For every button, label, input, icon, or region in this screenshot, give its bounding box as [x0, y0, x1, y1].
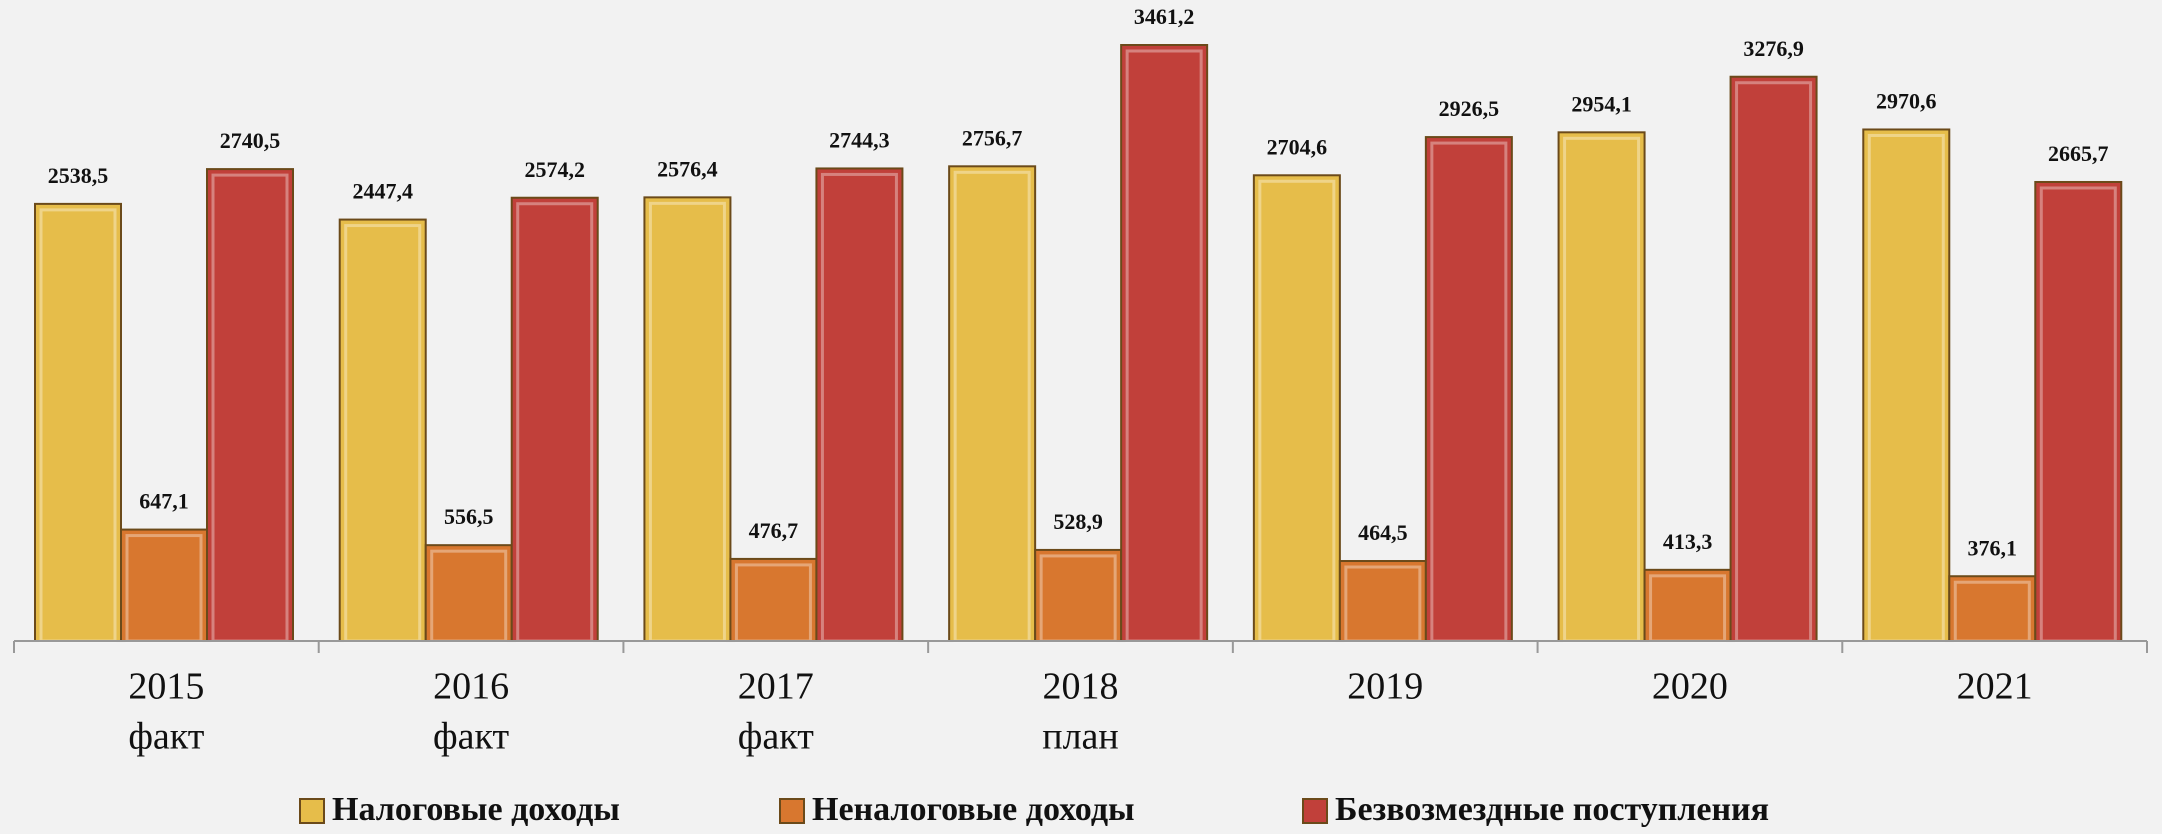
bar	[2034, 180, 2123, 643]
value-label: 2574,2	[524, 157, 585, 182]
bar	[1338, 560, 1427, 643]
bar	[1034, 548, 1123, 642]
bar	[120, 528, 208, 643]
x-tick-note: факт	[128, 716, 204, 758]
bar	[1948, 575, 2037, 643]
bar	[729, 557, 818, 643]
value-label: 2447,4	[352, 179, 413, 204]
x-tick-note: план	[1042, 716, 1119, 758]
legend-label: Безвозмездные поступления	[1335, 791, 1769, 828]
value-label: 2538,5	[48, 163, 109, 188]
x-tick-label: 2021	[1957, 666, 2033, 708]
value-label: 413,3	[1663, 529, 1713, 554]
bar	[1557, 131, 1646, 642]
value-label: 2970,6	[1876, 89, 1937, 114]
x-tick-label: 2016	[433, 666, 509, 708]
value-label: 2576,4	[657, 156, 718, 181]
x-tick-label: 2015	[128, 666, 204, 708]
x-tick-label: 2019	[1347, 666, 1423, 708]
value-label: 2926,5	[1439, 96, 1500, 121]
bar	[1424, 136, 1513, 643]
bar	[1862, 128, 1951, 643]
value-label: 2704,6	[1267, 134, 1328, 159]
value-label: 376,1	[1968, 535, 2018, 560]
bar	[34, 202, 122, 642]
value-label: 464,5	[1358, 520, 1408, 545]
bar	[424, 544, 513, 643]
legend-marker	[299, 798, 325, 824]
value-label: 647,1	[139, 489, 189, 514]
legend-label: Неналоговые доходы	[812, 791, 1135, 828]
x-tick-note: факт	[738, 716, 814, 758]
bar	[643, 196, 732, 642]
value-label: 2744,3	[829, 127, 890, 152]
bar	[1729, 75, 1818, 642]
legend-marker	[779, 798, 805, 824]
value-label: 476,7	[749, 518, 799, 543]
bar	[338, 218, 427, 643]
x-tick-label: 2018	[1043, 666, 1119, 708]
bar	[948, 165, 1037, 643]
value-label: 3461,2	[1134, 4, 1195, 29]
bar	[1252, 174, 1341, 642]
x-tick-note: факт	[433, 716, 509, 758]
bar	[206, 168, 294, 643]
value-label: 2756,7	[962, 125, 1023, 150]
legend-marker	[1302, 798, 1328, 824]
legend-label: Налоговые доходы	[332, 791, 620, 828]
bar	[1643, 568, 1732, 643]
value-label: 556,5	[444, 504, 494, 529]
x-tick-label: 2017	[738, 666, 814, 708]
value-label: 528,9	[1053, 509, 1103, 534]
bar	[510, 196, 599, 642]
value-label: 3276,9	[1743, 36, 1804, 61]
bar	[815, 167, 904, 642]
value-label: 2740,5	[220, 128, 281, 153]
value-label: 2665,7	[2048, 141, 2109, 166]
x-tick-label: 2020	[1652, 666, 1728, 708]
bar	[1120, 44, 1209, 642]
value-label: 2954,1	[1571, 91, 1632, 116]
